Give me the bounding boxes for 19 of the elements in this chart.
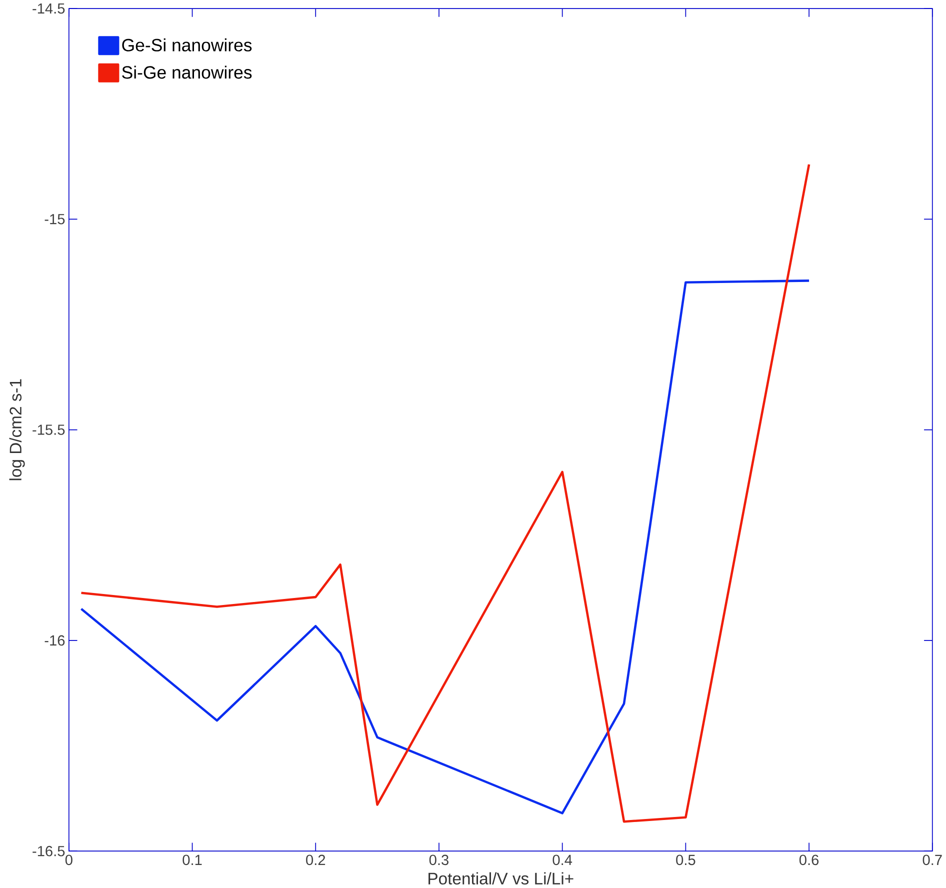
x-tick-label: 0.5 (676, 854, 696, 866)
y-tick-label: -16.5 (32, 846, 65, 856)
x-tick-label: 0.6 (799, 854, 819, 866)
x-tick-label: 0.7 (922, 854, 942, 866)
legend-label: Ge-Si nanowires (122, 38, 252, 52)
x-tick-label: 0.2 (306, 854, 326, 866)
y-axis-title: log D/cm2 s-1 (9, 379, 25, 480)
line-series (80, 280, 810, 814)
legend-label: Si-Ge nanowires (122, 66, 252, 79)
x-tick-label: 0.4 (552, 854, 572, 866)
y-tick-label: -15.5 (32, 424, 65, 435)
x-tick-label: 0.3 (429, 854, 448, 866)
y-tick-label: -16 (44, 635, 65, 646)
x-tick-label: 0 (65, 854, 72, 866)
y-tick-label: -14.5 (32, 3, 65, 14)
y-tick-label: -15 (44, 214, 65, 224)
line-series (80, 163, 810, 823)
x-tick-label: 0.1 (182, 854, 202, 866)
x-axis-title: Potential/V vs Li/Li+ (428, 872, 574, 885)
